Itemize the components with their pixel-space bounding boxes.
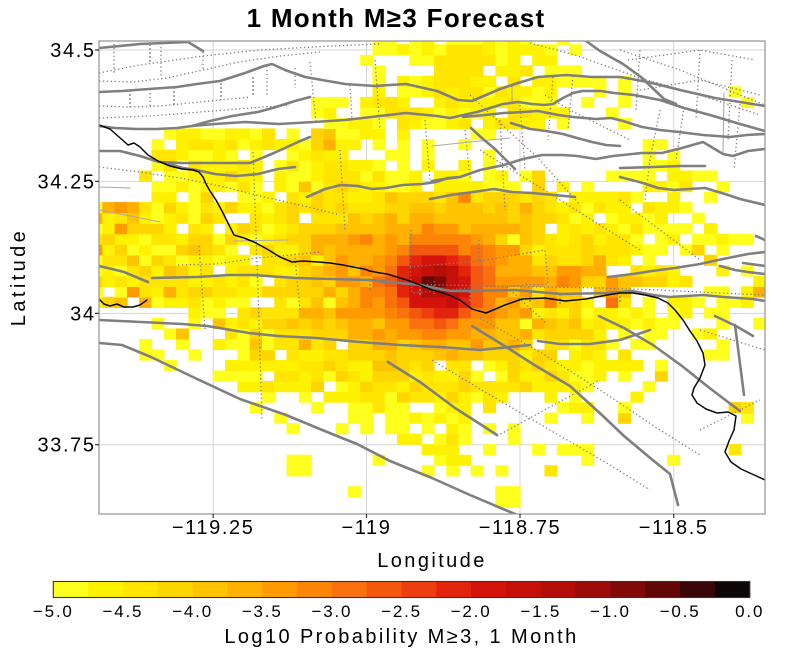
svg-text:−3.5: −3.5: [242, 602, 283, 621]
svg-text:34.5: 34.5: [50, 40, 95, 62]
svg-text:−2.0: −2.0: [451, 602, 492, 621]
svg-text:−4.5: −4.5: [103, 602, 144, 621]
svg-text:−3.0: −3.0: [312, 602, 353, 621]
svg-text:−2.5: −2.5: [381, 602, 422, 621]
svg-text:−5.0: −5.0: [33, 602, 74, 621]
svg-text:34: 34: [70, 303, 95, 325]
svg-text:34.25: 34.25: [38, 171, 96, 193]
svg-text:1 Month M≥3 Forecast: 1 Month M≥3 Forecast: [247, 3, 546, 33]
svg-text:Log10 Probability M≥3, 1 Month: Log10 Probability M≥3, 1 Month: [224, 626, 578, 648]
svg-text:−1.5: −1.5: [520, 602, 561, 621]
svg-text:−0.5: −0.5: [660, 602, 701, 621]
svg-text:−118.75: −118.75: [479, 517, 562, 539]
svg-text:33.75: 33.75: [38, 435, 96, 457]
svg-text:−118.5: −118.5: [639, 517, 709, 539]
svg-text:−119: −119: [342, 517, 392, 539]
svg-text:Longitude: Longitude: [377, 550, 486, 572]
svg-text:−4.0: −4.0: [172, 602, 213, 621]
svg-text:Latitude: Latitude: [8, 228, 30, 326]
svg-text:0.0: 0.0: [735, 602, 764, 621]
svg-text:−1.0: −1.0: [590, 602, 631, 621]
svg-text:−119.25: −119.25: [172, 517, 255, 539]
